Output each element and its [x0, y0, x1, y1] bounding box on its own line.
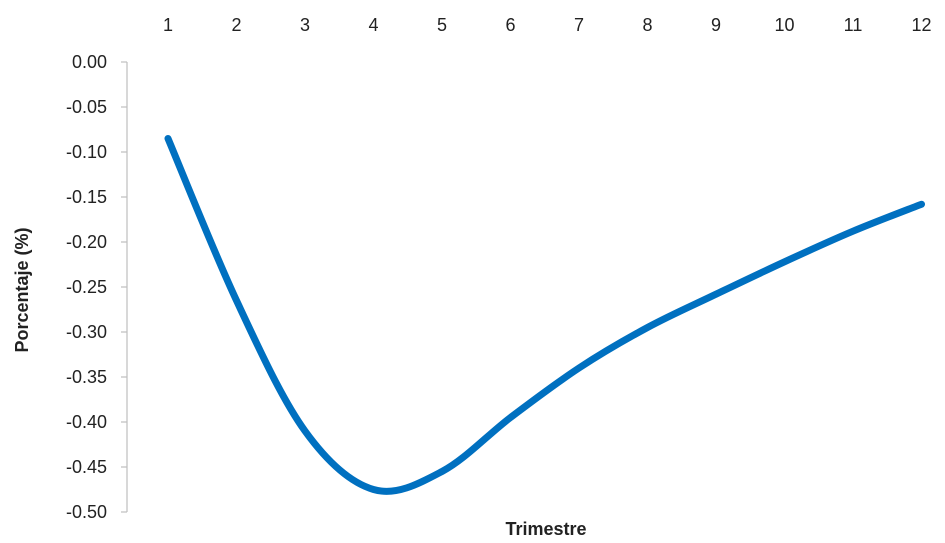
y-tick-label: -0.35: [66, 367, 107, 387]
y-tick-label: -0.15: [66, 187, 107, 207]
x-tick-label: 8: [642, 15, 652, 35]
series-line: [164, 135, 925, 495]
y-axis-title: Porcentaje (%): [12, 227, 32, 352]
x-tick-label: 2: [231, 15, 241, 35]
y-axis-ticks: 0.00 -0.05 -0.10 -0.15 -0.20 -0.25 -0.30 -0.35 -…: [66, 52, 107, 522]
x-tick-label: 7: [574, 15, 584, 35]
x-tick-label: 4: [368, 15, 378, 35]
y-axis: [121, 61, 128, 513]
y-tick-label: -0.05: [66, 97, 107, 117]
y-tick-label: -0.30: [66, 322, 107, 342]
x-tick-label: 12: [911, 15, 931, 35]
x-tick-label: 5: [437, 15, 447, 35]
y-tick-label: -0.40: [66, 412, 107, 432]
x-axis-ticks: 1 2 3 4 5 6 7 8 9 10 11 12: [163, 15, 932, 35]
x-tick-label: 11: [844, 15, 863, 35]
y-tick-label: -0.20: [66, 232, 107, 252]
y-tick-label: -0.45: [66, 457, 107, 477]
x-axis-title: Trimestre: [505, 519, 586, 539]
x-tick-label: 1: [163, 15, 173, 35]
y-tick-label: -0.10: [66, 142, 107, 162]
x-tick-label: 9: [711, 15, 721, 35]
y-tick-label: -0.50: [66, 502, 107, 522]
x-tick-label: 3: [300, 15, 310, 35]
series-layer: [164, 135, 925, 495]
x-tick-label: 10: [774, 15, 794, 35]
y-tick-label: -0.25: [66, 277, 107, 297]
y-tick-label: 0.00: [72, 52, 107, 72]
x-tick-label: 6: [505, 15, 515, 35]
